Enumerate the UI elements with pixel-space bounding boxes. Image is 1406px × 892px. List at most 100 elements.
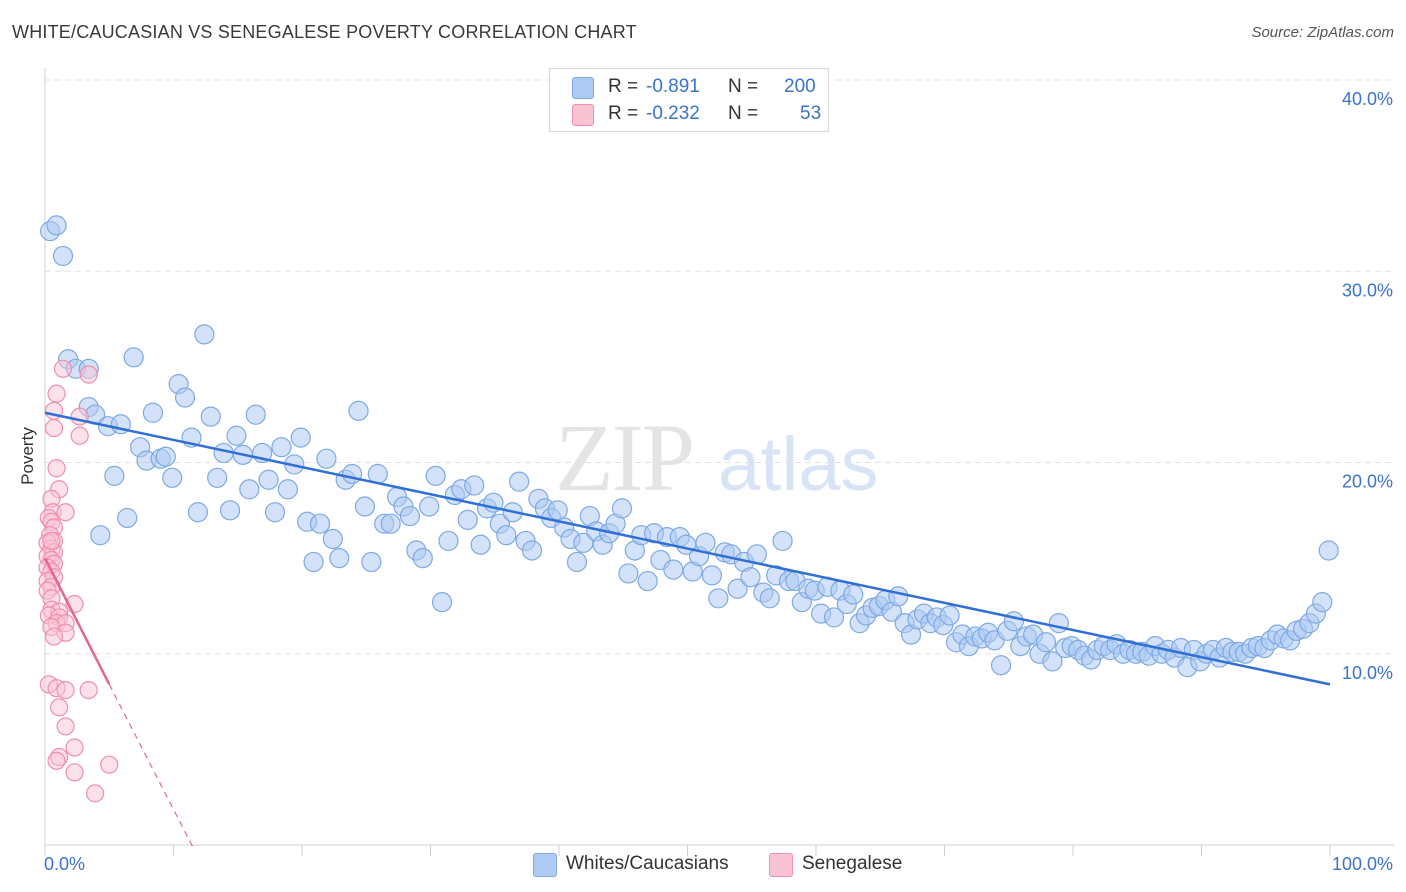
data-point-whites [695,532,716,553]
y-tick-label: 40.0% [1342,89,1393,109]
data-point-whites [271,437,292,458]
chart-title: WHITE/CAUCASIAN VS SENEGALESE POVERTY CO… [12,22,637,42]
watermark-atlas: atlas [718,422,879,507]
data-point-whites [142,402,164,423]
trend-line-senegalese [43,557,111,685]
data-point-whites [438,530,459,552]
x-tick-label: 100.0% [1332,854,1393,874]
legend-n-value: 53 [800,103,822,124]
data-point-whites [727,578,748,599]
data-point-whites [521,540,543,561]
data-point-whites [1312,592,1333,613]
data-point-whites [939,605,960,626]
data-point-whites [342,463,363,485]
trend-line-senegalese-extension [108,684,194,848]
data-point-senegalese [65,763,84,782]
data-point-senegalese [47,751,66,770]
stats-legend: R = -0.891 N = 200 R = -0.232 N = 53 [549,68,829,132]
data-point-senegalese [56,680,75,700]
data-point-whites [354,496,376,517]
data-point-whites [303,551,324,573]
data-point-senegalese [42,531,61,551]
data-point-whites [509,471,530,492]
data-point-whites [309,513,331,534]
data-point-whites [90,525,111,546]
y-tick-label: 30.0% [1342,280,1393,300]
data-point-whites [316,448,337,469]
legend-swatch-pink [572,104,594,126]
data-point-whites [759,588,780,609]
y-axis-label: Poverty [18,427,37,485]
data-point-whites [348,400,369,421]
data-point-whites [162,467,183,488]
legend-r-value: -0.891 [646,76,700,97]
legend-r-value: -0.232 [646,103,700,124]
bottom-swatch-pink [769,853,793,877]
data-point-whites [708,588,729,609]
data-point-whites [425,465,446,486]
data-point-senegalese [100,755,119,774]
data-point-whites [1318,540,1339,561]
data-point-whites [663,559,684,580]
bottom-legend-label: Senegalese [802,853,903,874]
data-point-whites [1003,611,1024,632]
data-point-whites [701,565,723,586]
data-point-senegalese [56,717,75,736]
data-point-senegalese [79,680,98,700]
data-point-whites [823,607,845,628]
data-point-whites [547,500,568,521]
legend-n-label: N = [728,103,759,124]
data-point-whites [194,324,215,345]
data-point-whites [399,505,421,527]
data-point-senegalese [44,418,64,438]
data-point-senegalese [56,503,75,522]
data-point-whites [117,507,138,529]
legend-r-label: R = [608,76,639,97]
legend-n-label: N = [728,76,759,97]
bottom-swatch-blue [533,853,557,877]
data-point-senegalese [70,426,89,445]
data-point-senegalese [44,627,64,646]
data-point-whites [277,479,298,500]
data-point-whites [412,548,433,569]
legend-r-label: R = [608,103,639,124]
data-point-whites [322,528,343,550]
data-point-senegalese [86,784,105,803]
trend-line-whites [44,411,1331,686]
data-point-whites [611,498,633,519]
bottom-legend-label: Whites/Caucasians [566,853,729,874]
data-point-whites [226,425,247,446]
data-point-whites [566,551,588,573]
data-point-senegalese [47,384,66,403]
chart-source: Source: ZipAtlas.com [1251,24,1394,41]
data-point-senegalese [79,365,98,384]
data-point-whites [618,563,639,584]
data-point-whites [104,465,125,486]
data-point-whites [496,525,517,546]
watermark: ZIP atlas [555,404,879,511]
data-point-whites [637,570,658,592]
data-point-whites [52,245,74,267]
data-point-whites [329,548,350,569]
data-point-whites [431,592,453,613]
data-point-whites [219,500,241,521]
data-point-whites [155,446,176,467]
data-point-senegalese [53,359,73,378]
data-point-senegalese [65,738,84,757]
data-point-whites [1042,651,1063,672]
data-point-whites [457,509,478,530]
data-point-whites [464,475,485,496]
data-point-whites [772,530,793,552]
data-point-whites [470,534,491,555]
data-point-whites [290,427,311,448]
y-tick-label: 20.0% [1342,472,1393,492]
data-point-whites [207,467,228,488]
legend-n-value: 200 [784,76,816,97]
data-point-whites [174,387,196,408]
data-point-whites [380,513,401,534]
data-point-whites [187,502,209,523]
data-point-whites [361,551,382,573]
data-point-whites [245,404,266,425]
data-point-whites [258,469,279,490]
